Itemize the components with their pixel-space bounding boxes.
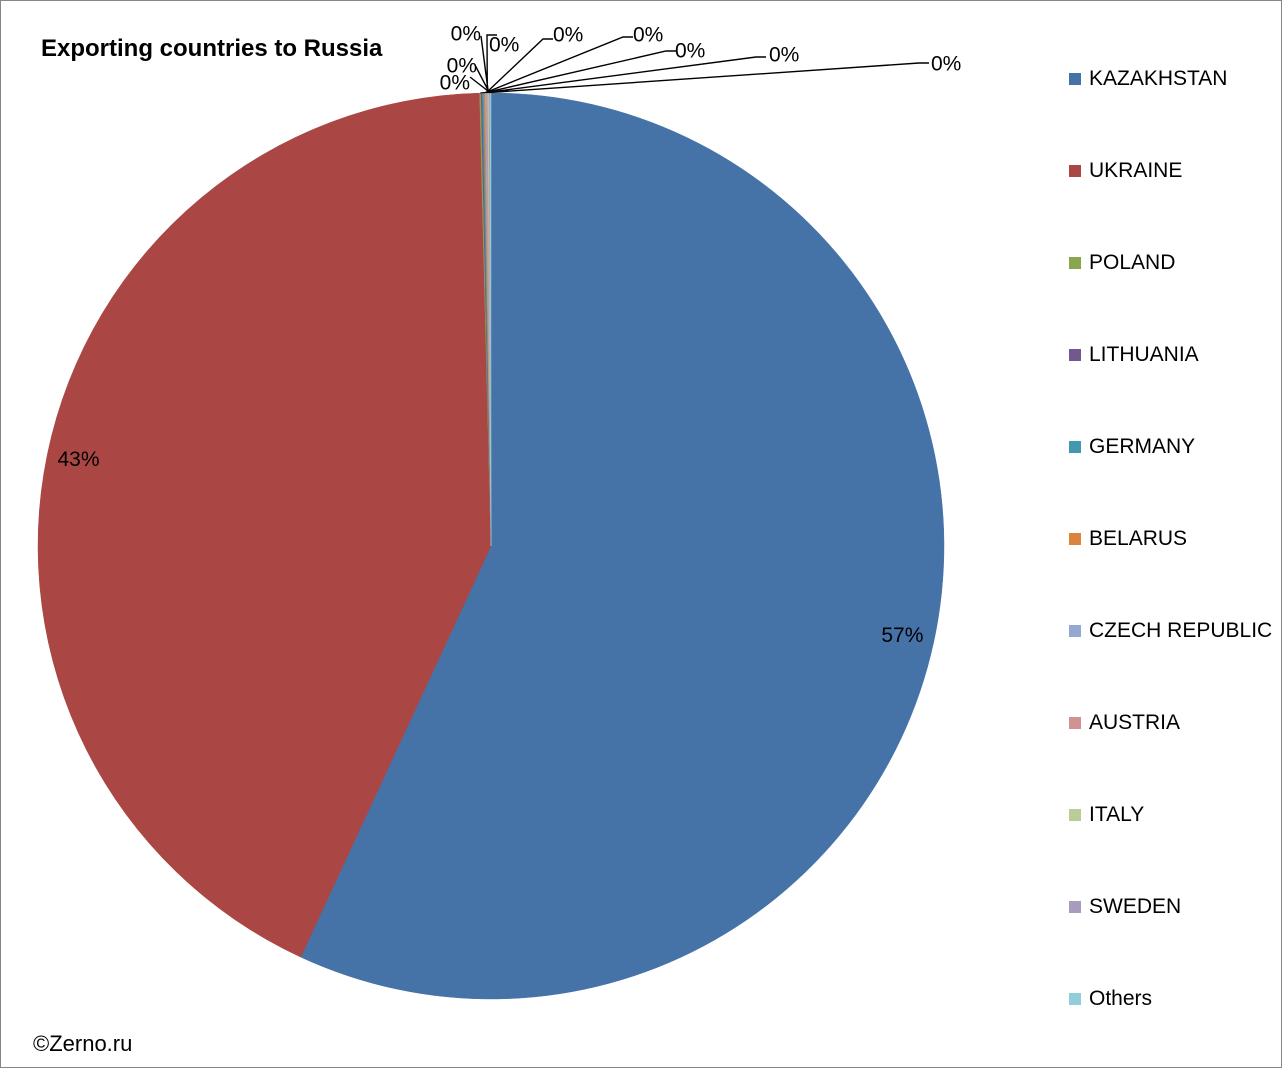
legend-item-belarus: BELARUS (1069, 525, 1187, 553)
legend-label: UKRAINE (1089, 159, 1183, 182)
pie-slice-ukraine (37, 92, 492, 958)
legend-label: LITHUANIA (1089, 343, 1199, 366)
legend-item-germany: GERMANY (1069, 433, 1195, 461)
legend-label: POLAND (1089, 251, 1176, 274)
data-label-lithuania: 0% (769, 44, 799, 67)
leader-line-others (469, 76, 492, 94)
data-label-belarus: 0% (633, 24, 663, 47)
legend-item-austria: AUSTRIA (1069, 709, 1180, 737)
legend-item-sweden: SWEDEN (1069, 893, 1181, 921)
leader-line-belarus (484, 36, 633, 94)
leader-line-sweden (474, 64, 491, 94)
legend-label: Others (1089, 987, 1153, 1010)
legend-item-others: Others (1069, 985, 1152, 1013)
leader-line-czech-republic (485, 38, 553, 94)
legend-label: BELARUS (1089, 527, 1188, 550)
legend-swatch (1069, 349, 1081, 361)
legend-item-kazakhstan: KAZAKHSTAN (1069, 65, 1227, 93)
data-label-italy: 0% (451, 23, 481, 46)
legend-label: KAZAKHSTAN (1089, 67, 1228, 90)
data-label-sweden: 0% (447, 55, 477, 78)
data-label-poland: 0% (931, 53, 961, 76)
legend-item-poland: POLAND (1069, 249, 1175, 277)
leader-line-poland (480, 62, 929, 94)
legend-label: SWEDEN (1089, 895, 1182, 918)
legend-item-ukraine: UKRAINE (1069, 157, 1182, 185)
legend-label: CZECH REPUBLIC (1089, 619, 1273, 642)
legend-swatch (1069, 441, 1081, 453)
legend-label: AUSTRIA (1089, 711, 1181, 734)
legend-item-italy: ITALY (1069, 801, 1144, 829)
leader-line-austria (486, 34, 497, 94)
legend-swatch (1069, 625, 1081, 637)
data-label-kazakhstan: 57% (881, 624, 923, 647)
legend-swatch (1069, 993, 1081, 1005)
copyright-text: ©Zerno.ru (33, 1031, 133, 1056)
leader-line-italy (480, 35, 490, 94)
data-label-germany: 0% (675, 40, 705, 63)
legend-label: ITALY (1089, 803, 1145, 826)
legend-swatch (1069, 73, 1081, 85)
leader-line-lithuania (481, 56, 766, 94)
legend-swatch (1069, 257, 1081, 269)
data-label-czech-republic: 0% (553, 24, 583, 47)
legend-swatch (1069, 809, 1081, 821)
legend-swatch (1069, 717, 1081, 729)
legend-swatch (1069, 901, 1081, 913)
data-label-others: 0% (440, 72, 470, 95)
leader-line-germany (483, 50, 676, 94)
legend-item-czech-republic: CZECH REPUBLIC (1069, 617, 1272, 645)
legend-swatch (1069, 533, 1081, 545)
data-label-ukraine: 43% (57, 448, 99, 471)
chart-title: Exporting countries to Russia (41, 35, 383, 62)
legend-label: GERMANY (1089, 435, 1196, 458)
legend-swatch (1069, 165, 1081, 177)
pie-slice-kazakhstan (300, 92, 945, 1000)
legend-item-lithuania: LITHUANIA (1069, 341, 1199, 369)
data-label-austria: 0% (489, 34, 519, 57)
